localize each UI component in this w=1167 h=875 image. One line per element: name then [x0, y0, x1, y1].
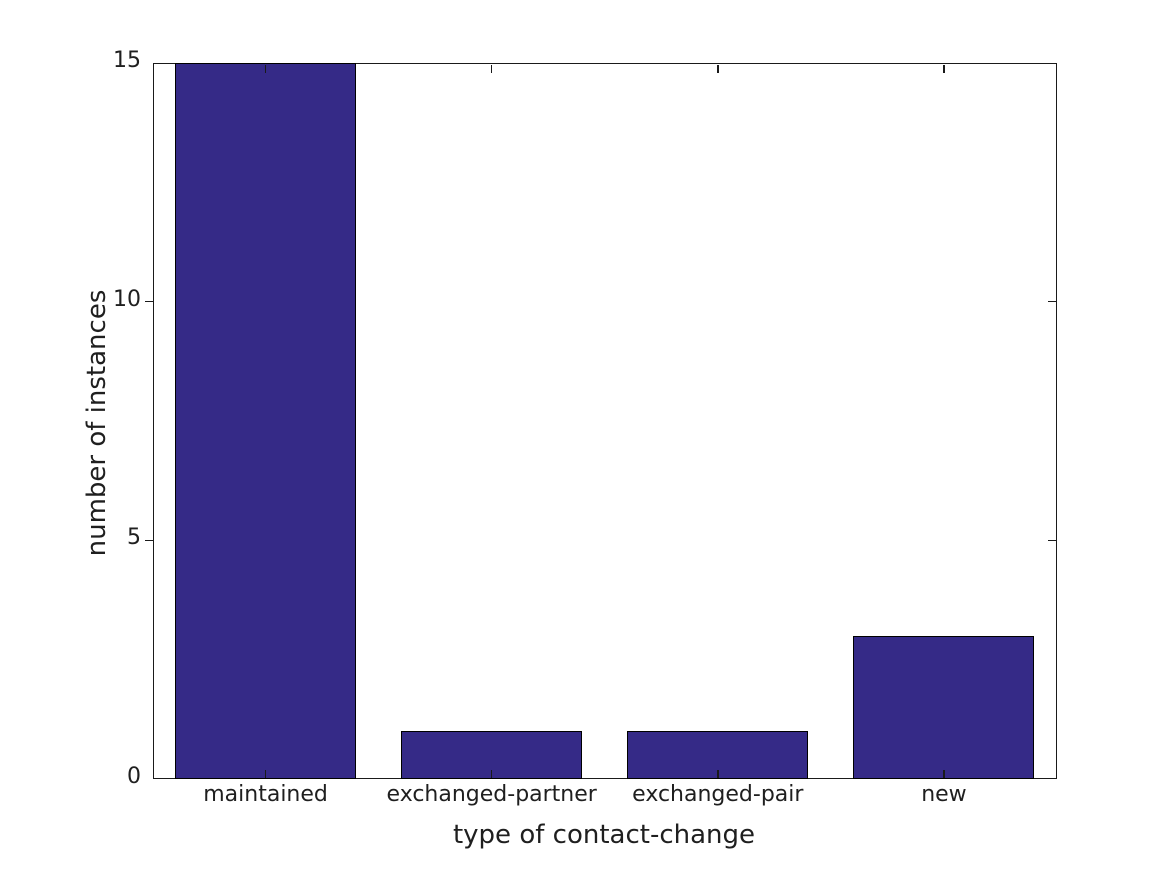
x-tick-mark-bottom — [490, 769, 493, 778]
x-tick-mark-top — [264, 64, 267, 73]
y-tick-mark-left — [144, 300, 153, 303]
x-tick-label: new — [921, 782, 967, 807]
x-tick-label: exchanged-pair — [632, 782, 804, 807]
x-tick-mark-bottom — [264, 769, 267, 778]
x-tick-label: maintained — [203, 782, 328, 807]
x-tick-mark-top — [490, 64, 493, 73]
y-tick-label: 10 — [113, 286, 141, 312]
y-tick-mark-right — [1047, 300, 1056, 303]
x-tick-mark-bottom — [717, 769, 719, 778]
bar — [853, 635, 1035, 779]
x-axis-label: type of contact-change — [452, 820, 756, 850]
y-axis-label: number of instances — [82, 289, 112, 557]
y-tick-mark-right — [1047, 539, 1056, 542]
x-tick-mark-bottom — [943, 769, 945, 778]
y-tick-label: 5 — [127, 525, 141, 551]
plot-area — [152, 63, 1057, 779]
bar — [175, 63, 356, 779]
y-tick-label: 0 — [127, 764, 141, 789]
x-tick-mark-top — [943, 64, 945, 73]
y-tick-label: 15 — [113, 48, 141, 73]
y-tick-mark-left — [144, 539, 153, 542]
x-tick-mark-top — [717, 64, 719, 73]
x-tick-label: exchanged-partner — [386, 782, 597, 807]
